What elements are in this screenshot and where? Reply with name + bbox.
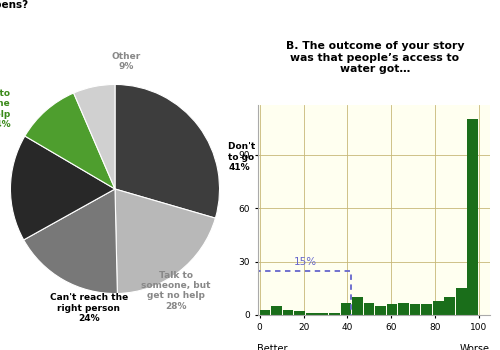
- Bar: [386, 304, 398, 315]
- Wedge shape: [10, 136, 115, 240]
- Bar: [260, 310, 270, 315]
- Bar: [352, 297, 362, 315]
- Bar: [410, 304, 420, 315]
- Text: Talk to
someone, but
get no help
28%: Talk to someone, but get no help 28%: [141, 271, 210, 311]
- Bar: [375, 306, 386, 315]
- Bar: [258, 271, 350, 316]
- Text: Talk to
someone
and get help
14%: Talk to someone and get help 14%: [0, 89, 10, 129]
- Text: A. If you try to address a service
delivery problem, what usually
happens?: A. If you try to address a service deliv…: [0, 0, 96, 10]
- Bar: [422, 304, 432, 315]
- Bar: [468, 119, 478, 315]
- Bar: [271, 306, 282, 315]
- Bar: [340, 302, 351, 315]
- Bar: [456, 288, 466, 315]
- Wedge shape: [115, 84, 220, 218]
- Text: 15%: 15%: [294, 257, 318, 267]
- Bar: [433, 301, 444, 315]
- Wedge shape: [24, 189, 118, 294]
- Bar: [329, 313, 340, 315]
- Wedge shape: [25, 93, 115, 189]
- Bar: [364, 302, 374, 315]
- Wedge shape: [74, 84, 115, 189]
- Bar: [318, 313, 328, 315]
- Wedge shape: [115, 189, 216, 294]
- Text: Worse: Worse: [460, 344, 490, 350]
- Text: Other
9%: Other 9%: [112, 51, 141, 71]
- Text: Better: Better: [258, 344, 288, 350]
- Text: Don't know who
to go to/call
41%: Don't know who to go to/call 41%: [228, 142, 310, 172]
- Bar: [306, 313, 316, 315]
- Text: Can't reach the
right person
24%: Can't reach the right person 24%: [50, 293, 128, 323]
- Bar: [398, 302, 409, 315]
- Bar: [444, 297, 455, 315]
- Text: B. The outcome of your story
was that people’s access to
water got…: B. The outcome of your story was that pe…: [286, 41, 464, 74]
- Bar: [294, 312, 305, 315]
- Bar: [283, 310, 294, 315]
